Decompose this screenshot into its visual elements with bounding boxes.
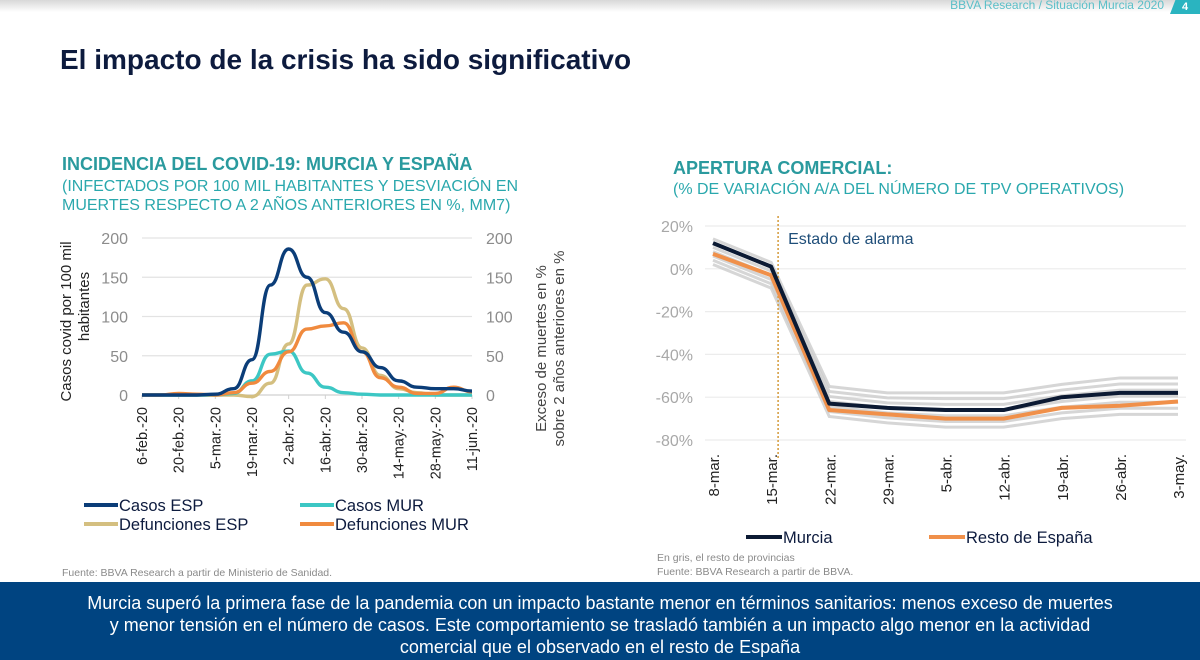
x-tick-label: 5-abr. [939, 454, 956, 492]
series-line-casos-esp [142, 247, 473, 397]
x-tick-label: 15-mar. [764, 454, 781, 505]
page-number: 4 [1170, 0, 1200, 14]
y-axis-title-line1: Casos covid por 100 mil [58, 241, 75, 401]
right-chart-note: En gris, el resto de provincias [657, 552, 795, 564]
y-tick-label: -40% [656, 347, 693, 364]
banner-line-2: y menor tensión en el número de casos. E… [109, 615, 1091, 635]
x-tick-label: 30-abr.-20 [355, 407, 371, 473]
legend-label: Resto de España [966, 529, 1093, 547]
province-line [712, 241, 1178, 401]
right-chart-subtitle: (% DE VARIACIÓN A/A DEL NÚMERO DE TPV OP… [673, 181, 1125, 198]
covid-incidence-chart: 0 0 50 50 100 100 150 150 200 200 6-feb.-20 20-feb.… [58, 231, 568, 534]
x-tick-label: 29-mar. [880, 454, 897, 505]
x-tick-label: 11-jun.-20 [465, 407, 481, 471]
y-tick-label: 0% [670, 262, 693, 279]
y-tick-label: -20% [656, 305, 693, 322]
y2-axis-title-line2: sobre 2 años anteriores en % [551, 251, 568, 447]
x-tick-label: 19-mar.-20 [245, 407, 261, 477]
x-tick-label: 22-mar. [822, 454, 839, 505]
x-tick-label: 28-may.-20 [428, 407, 444, 479]
x-tick-label: 3-may. [1171, 454, 1188, 499]
conclusion-banner: Murcia superó la primera fase de la pand… [0, 582, 1200, 660]
x-tick-label: 2-abr.-20 [282, 407, 298, 465]
series-line-defunciones-mur [142, 321, 473, 397]
series-line-murcia [712, 241, 1178, 413]
y-tick-label: -60% [656, 390, 693, 407]
right-chart-source: Fuente: BBVA Research a partir de BBVA. [657, 566, 854, 578]
y-tick-label: 50 [110, 349, 128, 366]
right-chart-title: APERTURA COMERCIAL: [673, 158, 893, 178]
y-tick-label: 100 [101, 310, 128, 327]
y-tick-label: -80% [656, 433, 693, 450]
y-tick-label: 150 [101, 270, 128, 287]
legend-label: Defunciones ESP [119, 516, 248, 534]
province-line [712, 237, 1178, 395]
commercial-opening-chart: 20% 0% -20% -40% -60% -80% 8-mar. 15-mar. 22-mar… [656, 216, 1188, 547]
x-tick-label: 20-feb.-20 [172, 407, 188, 473]
x-tick-label: 16-abr.-20 [318, 407, 334, 473]
y2-tick-label: 0 [486, 388, 495, 405]
y-tick-label: 200 [101, 231, 128, 248]
left-chart-subtitle-2: MUERTES RESPECTO A 2 AÑOS ANTERIORES EN … [62, 197, 511, 214]
y-tick-label: 0 [119, 388, 128, 405]
left-chart-title: INCIDENCIA DEL COVID-19: MURCIA Y ESPAÑA [62, 154, 473, 174]
y2-tick-label: 150 [486, 270, 513, 287]
alarm-annotation: Estado de alarma [788, 231, 914, 248]
banner-line-1: Murcia superó la primera fase de la pand… [87, 593, 1113, 613]
y-tick-label: 20% [661, 219, 693, 236]
legend-label: Casos MUR [335, 497, 424, 515]
legend-label: Casos ESP [119, 497, 203, 515]
y2-tick-label: 100 [486, 310, 513, 327]
series-line-defunciones-esp [142, 277, 472, 399]
legend-label: Defunciones MUR [335, 516, 469, 534]
province-line [712, 246, 1178, 406]
province-line [712, 258, 1178, 423]
x-tick-label: 12-abr. [997, 454, 1014, 501]
left-chart-subtitle-1: (INFECTADOS POR 100 MIL HABITANTES Y DES… [62, 178, 519, 195]
header-tag: BBVA Research / Situación Murcia 2020 [950, 0, 1164, 12]
x-tick-label: 26-abr. [1113, 454, 1130, 501]
top-bar [0, 0, 1200, 12]
x-tick-label: 8-mar. [706, 454, 723, 497]
x-tick-label: 14-may.-20 [392, 407, 408, 479]
y2-tick-label: 50 [486, 349, 504, 366]
banner-line-3: comercial que el observado en el resto d… [399, 637, 801, 657]
legend-label: Murcia [783, 529, 833, 547]
province-line [712, 263, 1178, 429]
y2-axis-title-line1: Exceso de muertes en % [533, 265, 550, 432]
left-chart-source: Fuente: BBVA Research a partir de Minist… [62, 567, 333, 579]
x-tick-label: 5-mar.-20 [208, 407, 224, 469]
x-tick-label: 19-abr. [1055, 454, 1072, 501]
y-axis-title-line2: habitantes [76, 272, 93, 341]
x-tick-label: 6-feb.-20 [135, 407, 151, 465]
y2-tick-label: 200 [486, 231, 513, 248]
page-title: El impacto de la crisis ha sido signific… [60, 44, 632, 75]
series-line-resto-de-españa [712, 251, 1179, 421]
